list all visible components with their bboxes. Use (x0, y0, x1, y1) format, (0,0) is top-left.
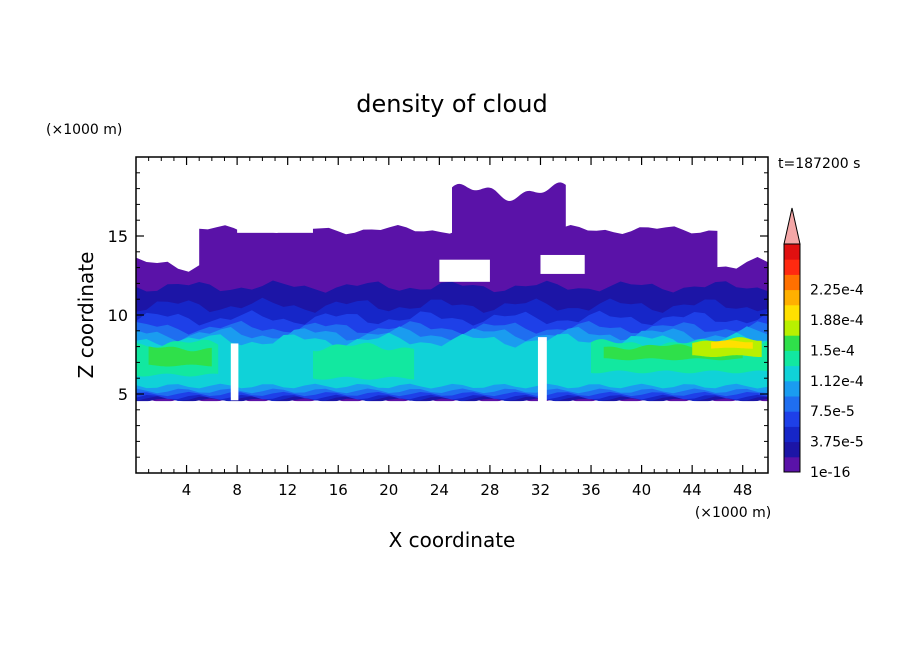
cloud-gap-2 (237, 207, 313, 233)
chart-title: density of cloud (356, 90, 547, 118)
y-axis-label: Z coordinate (74, 252, 98, 379)
colorbar-swatch (784, 259, 800, 275)
contour-band-level-8 (148, 346, 212, 367)
cloud-free-below (136, 401, 768, 473)
x-axis-label: X coordinate (389, 528, 516, 552)
colorbar: 1e-16 3.75e-5 7.5e-5 1.12e-4 1.5e-4 1.88e-4 2.… (783, 207, 864, 481)
x-tick-label: 36 (581, 481, 600, 499)
x-tick-label: 20 (379, 481, 398, 499)
cloud-gap-1 (537, 337, 547, 404)
x-tick-label: 24 (430, 481, 449, 499)
x-tick-label: 28 (480, 481, 499, 499)
x-tick-label: 48 (733, 481, 752, 499)
colorbar-swatch (784, 380, 800, 397)
colorbar-swatch (784, 365, 800, 382)
colorbar-tick-label: 1.88e-4 (810, 313, 864, 329)
contour-band-level-6 (136, 332, 768, 389)
colorbar-tick-label: 1e-16 (810, 465, 850, 481)
colorbar-swatch (784, 274, 800, 291)
x-tick-label: 12 (278, 481, 297, 499)
colorbar-tick-label: 1.5e-4 (810, 343, 855, 359)
contour-field (136, 182, 768, 473)
colorbar-overflow-arrow (783, 207, 801, 245)
x-unit-label: (×1000 m) (695, 505, 771, 521)
y-axis-ticks: 5 10 15 (108, 172, 768, 458)
colorbar-swatch (784, 244, 800, 260)
contour-band-level-7 (313, 342, 415, 380)
y-tick-label: 10 (108, 306, 128, 325)
contour-band-level-10 (711, 340, 753, 349)
x-tick-label: 4 (182, 481, 192, 499)
colorbar-tick-label: 7.5e-5 (810, 404, 855, 420)
colorbar-swatch (784, 350, 800, 367)
colorbar-swatch (784, 335, 800, 351)
colorbar-swatch (784, 456, 800, 473)
cloud-gap-4 (540, 254, 585, 274)
x-axis-ticks: 4 8 12 16 20 24 28 32 36 40 44 48 (148, 157, 756, 499)
colorbar-swatch (784, 426, 800, 443)
colorbar-swatch (784, 320, 800, 336)
colorbar-tick-label: 1.12e-4 (810, 374, 864, 390)
colorbar-swatch (784, 304, 800, 321)
y-tick-label: 5 (118, 385, 128, 404)
x-tick-label: 40 (632, 481, 651, 499)
x-tick-label: 8 (232, 481, 242, 499)
y-unit-label: (×1000 m) (46, 122, 122, 138)
colorbar-swatch (784, 289, 800, 306)
colorbar-swatch (784, 411, 800, 427)
time-label: t=187200 s (778, 156, 860, 172)
colorbar-tick-label: 3.75e-5 (810, 435, 864, 451)
x-tick-label: 32 (531, 481, 550, 499)
x-tick-label: 16 (329, 481, 348, 499)
x-tick-label: 44 (683, 481, 702, 499)
cloud-gap-3 (439, 259, 490, 282)
colorbar-swatch (784, 396, 800, 412)
colorbar-tick-label: 2.25e-4 (810, 283, 864, 299)
colorbar-swatch (784, 441, 800, 458)
cloud-gap-0 (230, 343, 239, 401)
y-tick-label: 15 (108, 227, 128, 246)
